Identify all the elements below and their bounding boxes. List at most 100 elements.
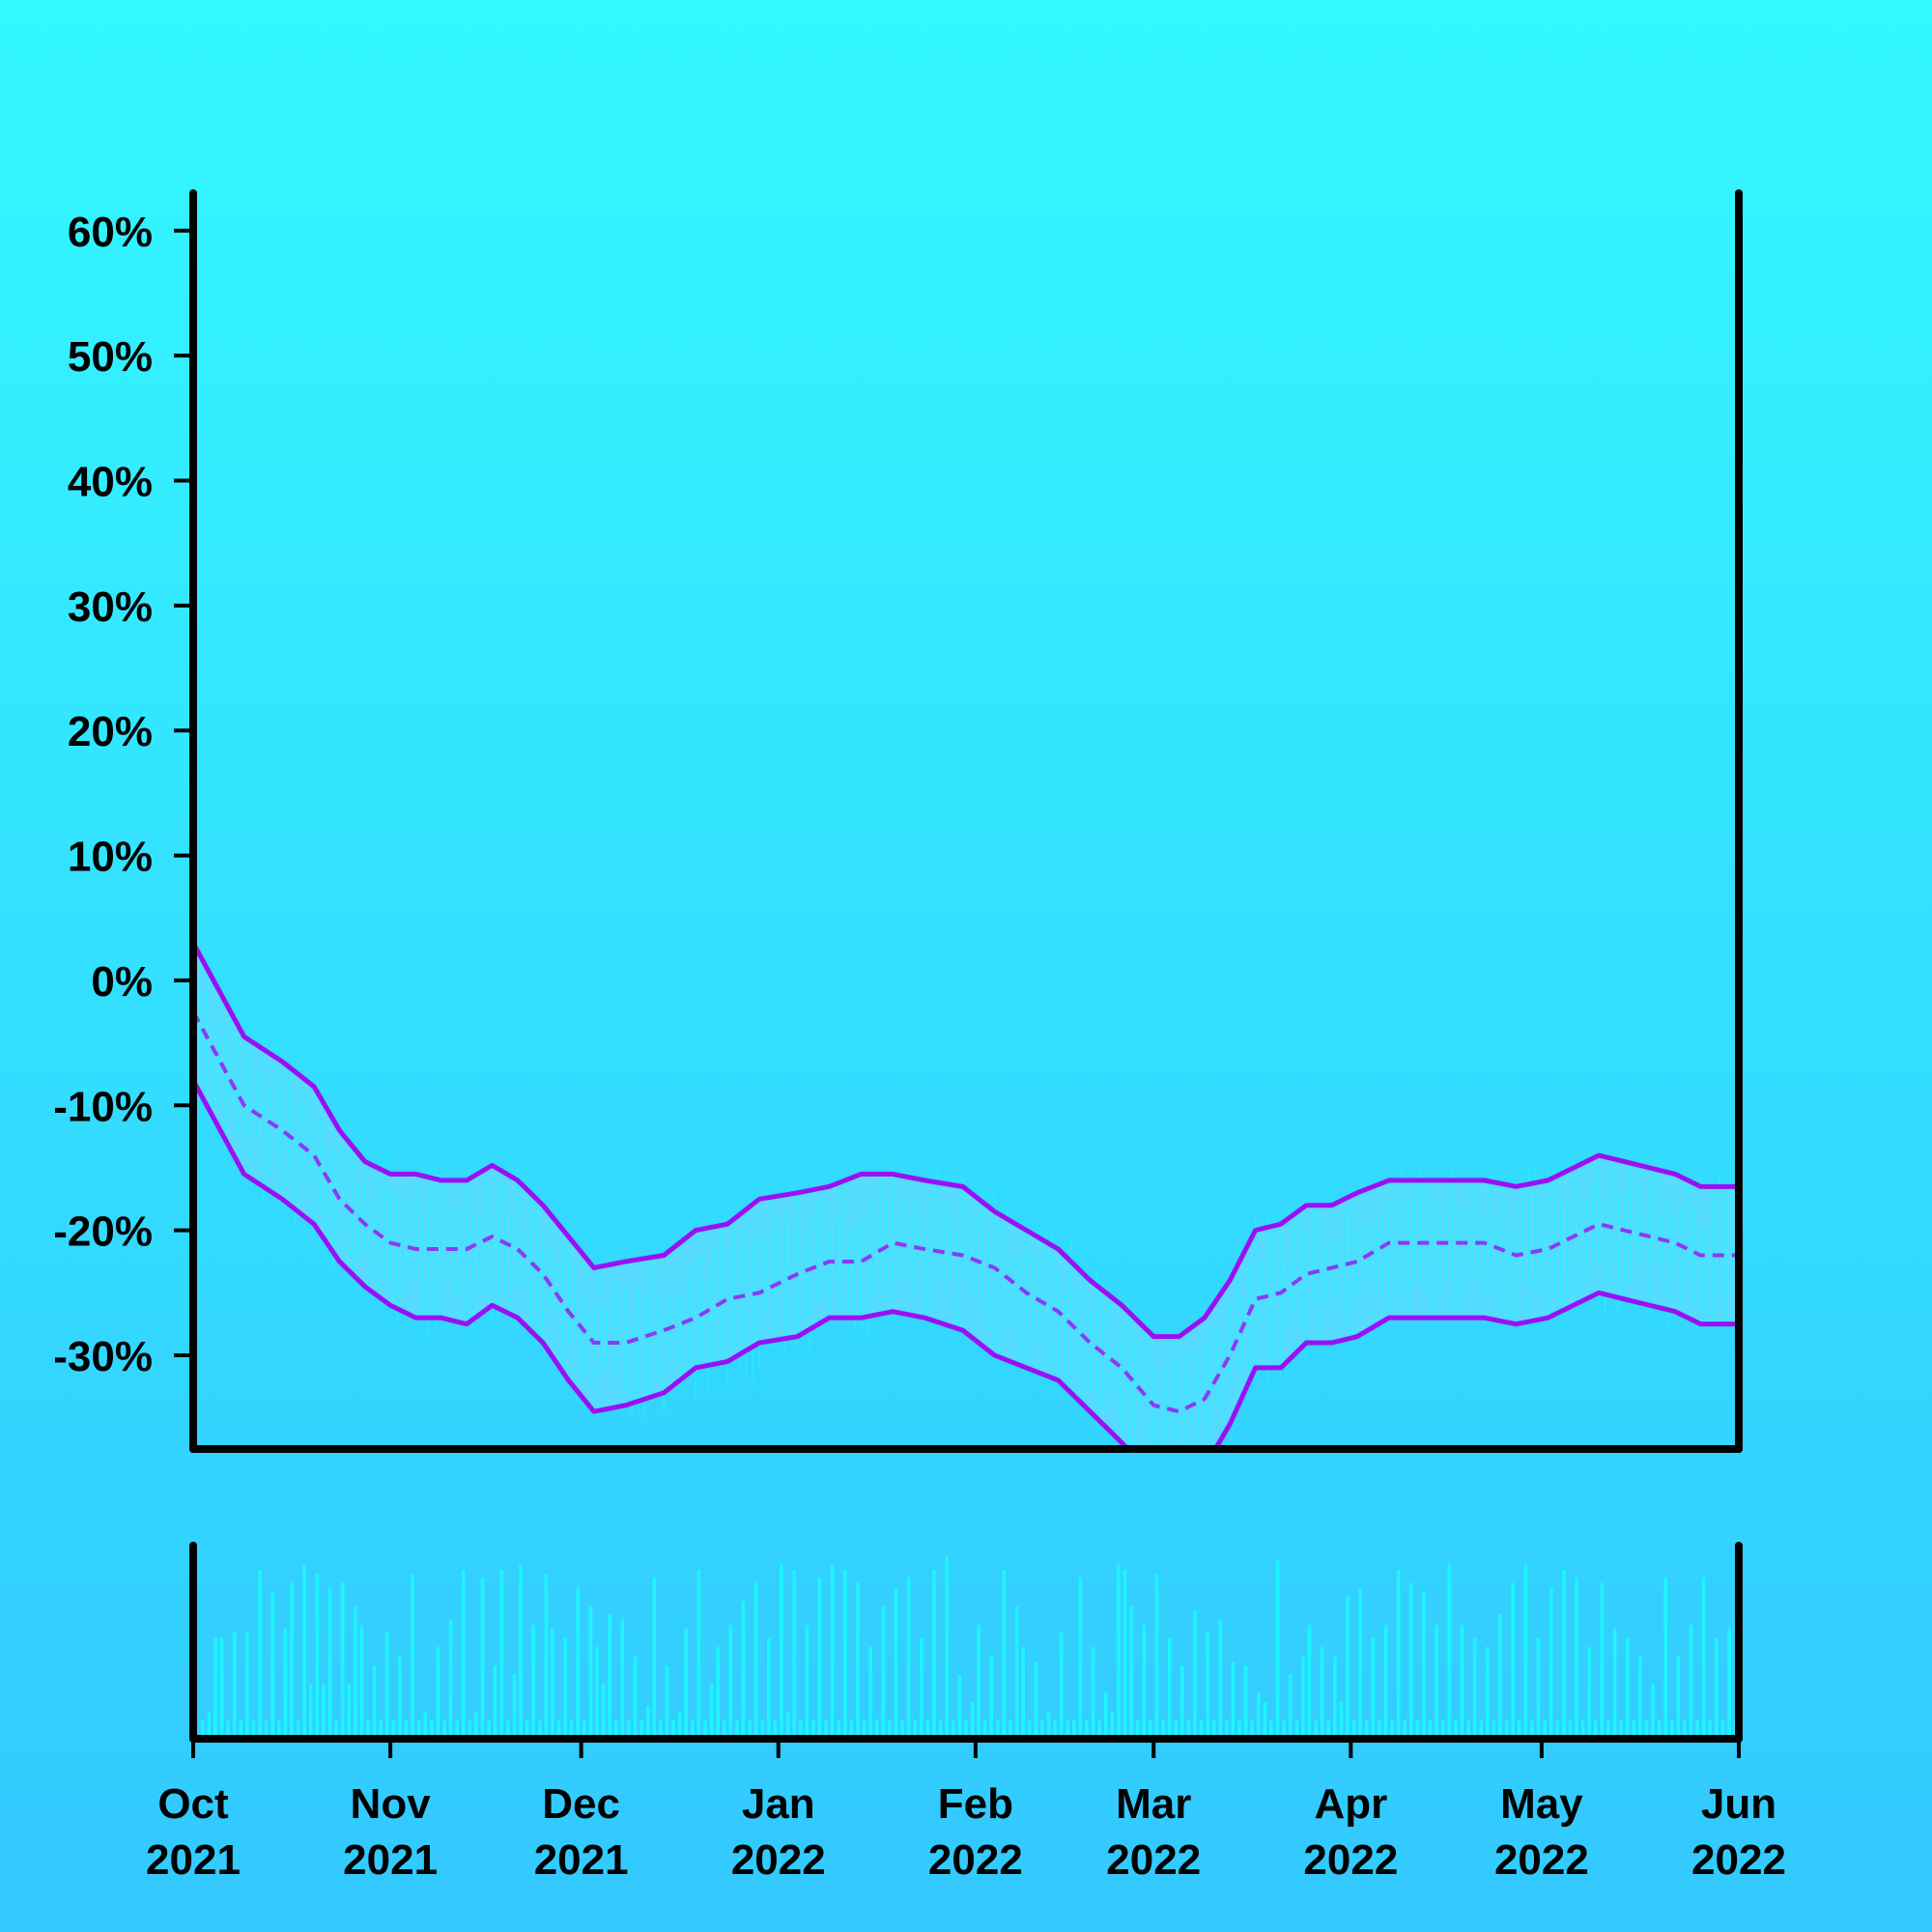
volume-bar — [703, 1720, 707, 1739]
series-line-mean — [193, 1010, 1739, 1414]
volume-bar — [1059, 1632, 1064, 1739]
volume-bar — [308, 1684, 313, 1739]
volume-bar — [296, 1720, 300, 1739]
volume-bar — [588, 1606, 593, 1739]
volume-bar — [620, 1619, 625, 1739]
volume-bar — [398, 1656, 402, 1739]
volume-bar — [671, 1720, 675, 1739]
volume-bar — [239, 1720, 243, 1739]
series-line-lower — [193, 1079, 1739, 1449]
x-tick-label-month: Jun — [1701, 1780, 1776, 1828]
volume-bar — [582, 1720, 586, 1739]
volume-bar — [519, 1564, 523, 1739]
volume-bar — [868, 1647, 872, 1739]
series-line-upper — [193, 941, 1739, 1340]
volume-bar — [1536, 1637, 1541, 1739]
x-tick-label-year: 2022 — [928, 1836, 1023, 1884]
volume-bar — [1046, 1711, 1051, 1739]
y-tick-label: 40% — [68, 459, 153, 506]
volume-bar — [1117, 1564, 1121, 1739]
volume-bar — [1053, 1720, 1057, 1739]
volume-bar — [773, 1720, 778, 1739]
volume-bar — [1606, 1720, 1610, 1739]
volume-panel: Oct 2021 Nov 2021 Dec 2021 Jan 2022 Feb 2022 Mar 20… — [146, 1542, 1786, 1884]
volume-bar — [1543, 1720, 1547, 1739]
volume-bar — [1466, 1720, 1470, 1739]
volume-bar — [1422, 1592, 1426, 1739]
volume-bar — [659, 1720, 663, 1739]
volume-bar — [874, 1720, 879, 1739]
volume-bar — [1326, 1720, 1331, 1739]
volume-bar — [888, 1720, 892, 1739]
volume-bar — [1657, 1720, 1662, 1739]
volume-bar — [1206, 1632, 1209, 1739]
volume-bar — [690, 1720, 695, 1739]
volume-bar — [556, 1720, 561, 1739]
volume-bar — [709, 1684, 714, 1739]
volume-bar — [219, 1637, 224, 1739]
volume-bar — [213, 1637, 217, 1739]
volume-bar — [468, 1720, 472, 1739]
volume-bar — [1435, 1625, 1438, 1739]
volume-bar — [1085, 1720, 1089, 1739]
volume-bar — [1390, 1720, 1394, 1739]
volume-bar — [1511, 1582, 1515, 1739]
x-tick-label-year: 2022 — [1494, 1836, 1589, 1884]
volume-bar — [359, 1625, 364, 1739]
volume-bar — [1600, 1582, 1605, 1739]
volume-bar — [920, 1637, 923, 1739]
volume-bar — [251, 1720, 256, 1739]
volume-bar — [652, 1577, 657, 1739]
volume-bar — [1447, 1564, 1452, 1739]
volume-bar — [1378, 1720, 1381, 1739]
volume-bar — [436, 1647, 440, 1739]
volume-bar — [1257, 1692, 1261, 1739]
volume-bar — [1040, 1720, 1044, 1739]
volume-bar — [627, 1720, 631, 1739]
volume-bar — [785, 1711, 790, 1739]
volume-bar — [1199, 1720, 1204, 1739]
volume-bar — [315, 1574, 320, 1739]
volume-bar — [1103, 1692, 1108, 1739]
volume-bar — [506, 1720, 510, 1739]
volume-bar — [696, 1570, 701, 1739]
volume-bar — [684, 1629, 689, 1739]
volume-bar — [989, 1656, 994, 1739]
volume-bar — [900, 1720, 904, 1739]
x-tick-label-month: Apr — [1314, 1780, 1387, 1828]
volume-bar — [1638, 1656, 1642, 1739]
volume-bar — [1440, 1720, 1445, 1739]
volume-bar — [1250, 1720, 1255, 1739]
y-tick-label: 0% — [91, 958, 153, 1006]
y-tick-label: -20% — [53, 1208, 153, 1256]
volume-bar — [569, 1720, 574, 1739]
volume-bar — [563, 1637, 567, 1739]
volume-bar — [1612, 1629, 1617, 1739]
x-tick-label-month: Jan — [742, 1780, 815, 1828]
volume-bar — [480, 1577, 485, 1739]
x-tick-label-year: 2022 — [731, 1836, 826, 1884]
volume-bar — [1218, 1619, 1223, 1739]
volume-bar — [1174, 1720, 1179, 1739]
volume-bar — [258, 1570, 262, 1739]
volume-bar — [1580, 1720, 1585, 1739]
volume-bar — [906, 1577, 911, 1739]
x-tick-label-month: Mar — [1116, 1780, 1191, 1828]
volume-bar — [1358, 1588, 1362, 1739]
volume-bar — [1383, 1625, 1388, 1739]
x-tick-label-year: 2022 — [1303, 1836, 1398, 1884]
volume-bar — [1371, 1637, 1376, 1739]
x-tick-label-month: Dec — [542, 1780, 620, 1828]
volume-bar — [1002, 1570, 1007, 1739]
volume-bar — [1307, 1625, 1312, 1739]
volume-bar — [499, 1570, 504, 1739]
volume-bar — [1339, 1702, 1344, 1739]
volume-bar — [201, 1720, 205, 1739]
volume-bar — [1301, 1656, 1305, 1739]
volume-bar — [1154, 1574, 1159, 1739]
x-tick-label-month: May — [1500, 1780, 1583, 1828]
volume-bar — [1727, 1629, 1731, 1739]
volume-bar — [1486, 1647, 1490, 1739]
volume-bar — [1619, 1720, 1623, 1739]
